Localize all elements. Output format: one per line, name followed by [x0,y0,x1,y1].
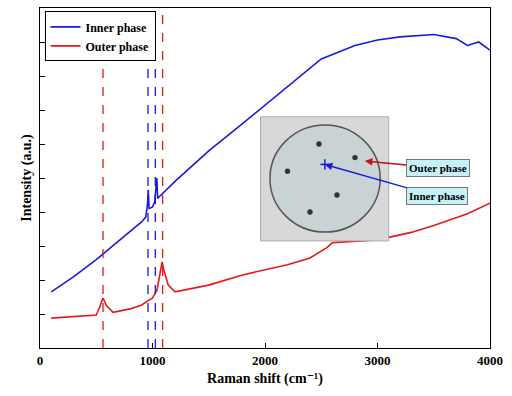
svg-text:Inner phase: Inner phase [86,21,147,35]
svg-text:0: 0 [37,353,44,368]
svg-text:Intensity (a.u.): Intensity (a.u.) [19,134,35,222]
svg-text:Inner phase: Inner phase [409,190,465,202]
svg-text:4000: 4000 [477,353,503,368]
svg-text:Outer phase: Outer phase [409,162,467,174]
svg-text:Outer phase: Outer phase [86,40,149,54]
svg-text:1000: 1000 [140,353,166,368]
svg-text:3000: 3000 [365,353,391,368]
svg-text:Raman shift (cm⁻¹): Raman shift (cm⁻¹) [207,371,323,387]
svg-text:2000: 2000 [252,353,278,368]
